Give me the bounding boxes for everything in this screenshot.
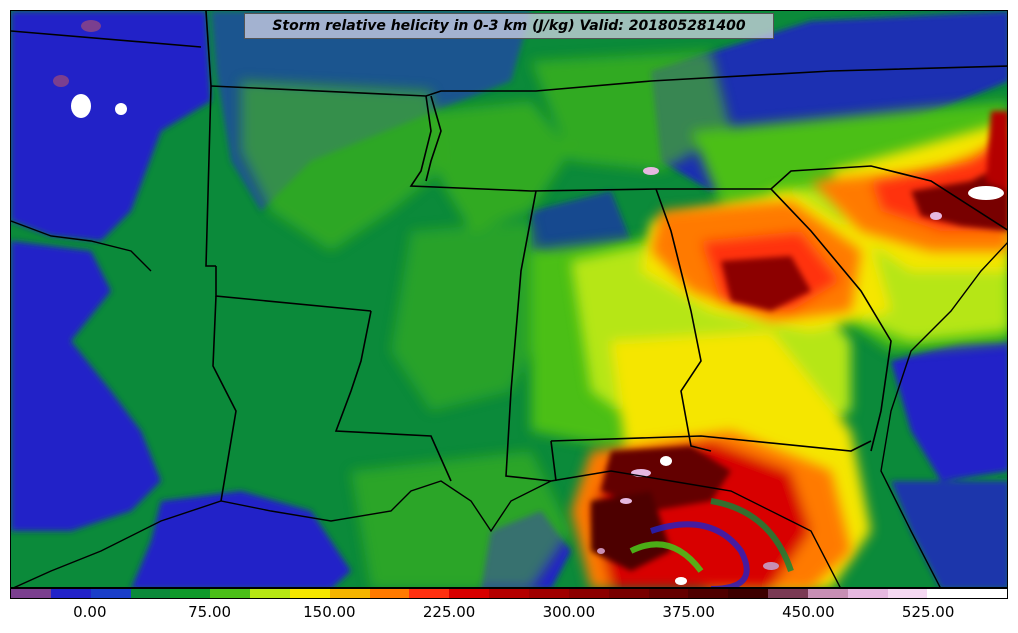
colorbar-tick-label: 300.00 xyxy=(542,603,596,621)
colorbar-swatch xyxy=(688,589,729,598)
colorbar-swatch xyxy=(90,589,131,598)
colorbar-swatch xyxy=(210,589,251,598)
colorbar-swatch xyxy=(250,589,290,598)
colorbar-swatch xyxy=(329,589,370,598)
colorbar-tick-label: 225.00 xyxy=(422,603,476,621)
colorbar-swatch xyxy=(289,589,330,598)
colorbar-swatch xyxy=(489,589,529,598)
map-title: Storm relative helicity in 0-3 km (J/kg)… xyxy=(272,18,746,34)
state-borders xyxy=(11,11,1007,502)
map-field xyxy=(11,11,1007,587)
colorbar-swatch xyxy=(927,589,968,598)
colorbar-swatch xyxy=(807,589,848,598)
colorbar-swatch xyxy=(130,589,171,598)
colorbar-swatch xyxy=(728,589,769,598)
cyclone-bands xyxy=(629,498,794,587)
colorbar-swatch xyxy=(847,589,888,598)
colorbar-swatch xyxy=(528,589,569,598)
colorbar-swatch xyxy=(11,589,51,598)
colorbar-ticks: 0.00 75.00 150.00 225.00 300.00 375.00 450.00 5… xyxy=(10,603,1008,623)
colorbar-swatch xyxy=(170,589,211,598)
colorbar-swatch xyxy=(887,589,928,598)
helicity-map xyxy=(10,10,1008,588)
colorbar-tick-label: 75.00 xyxy=(188,603,232,621)
colorbar-swatch xyxy=(369,589,410,598)
colorbar-swatch xyxy=(648,589,689,598)
colorbar-tick-label: 150.00 xyxy=(303,603,356,621)
colorbar-swatch xyxy=(409,589,450,598)
colorbar-swatch xyxy=(967,589,1008,598)
colorbar xyxy=(10,588,1008,599)
colorbar-swatch xyxy=(768,589,808,598)
colorbar-swatch xyxy=(608,589,649,598)
colorbar-tick-label: 375.00 xyxy=(662,603,715,621)
colorbar-tick-label: 525.00 xyxy=(901,603,955,621)
coastline xyxy=(11,220,1007,587)
extreme-helicity-spots xyxy=(53,20,1004,585)
colorbar-swatch xyxy=(568,589,609,598)
colorbar-tick-label: 0.00 xyxy=(73,603,107,621)
colorbar-swatch xyxy=(449,589,490,598)
colorbar-swatch xyxy=(50,589,91,598)
colorbar-tick-label: 450.00 xyxy=(782,603,835,621)
map-title-box: Storm relative helicity in 0-3 km (J/kg)… xyxy=(244,13,774,39)
